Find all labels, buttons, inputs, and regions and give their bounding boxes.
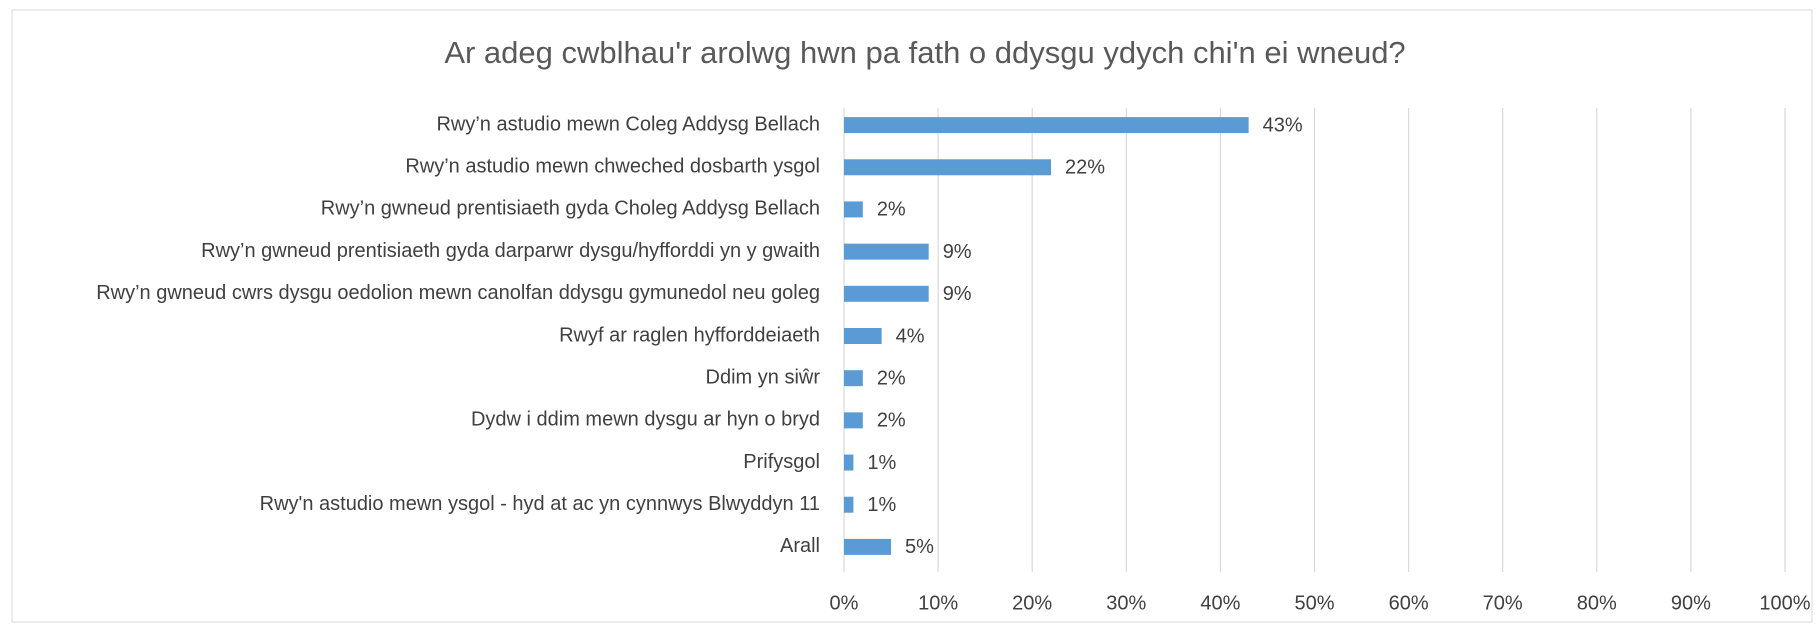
chart-border xyxy=(11,9,1813,623)
bar xyxy=(844,412,863,429)
x-tick-label: 100% xyxy=(1759,592,1810,614)
y-tick-label: Rwy’n gwneud prentisiaeth gyda Choleg Ad… xyxy=(321,198,820,220)
bar xyxy=(844,201,863,218)
y-tick-label: Rwy’n gwneud prentisiaeth gyda darparwr … xyxy=(201,240,820,262)
y-tick-label: Prifysgol xyxy=(743,451,820,473)
data-label: 4% xyxy=(896,325,925,347)
y-tick-label: Rwy’n astudio mewn chweched dosbarth ysg… xyxy=(405,156,820,178)
bar xyxy=(844,328,882,344)
chart-title: Ar adeg cwblhau'r arolwg hwn pa fath o d… xyxy=(444,35,1405,70)
x-tick-label: 40% xyxy=(1200,592,1240,614)
x-tick-label: 0% xyxy=(830,592,859,614)
x-tick-label: 50% xyxy=(1294,592,1334,614)
x-tick-label: 90% xyxy=(1671,592,1711,614)
bar xyxy=(844,454,854,471)
x-tick-label: 10% xyxy=(918,592,958,614)
data-label: 2% xyxy=(877,199,906,221)
y-tick-label: Arall xyxy=(780,535,820,557)
data-label: 9% xyxy=(943,241,972,263)
x-tick-label: 30% xyxy=(1106,592,1146,614)
bar xyxy=(844,538,892,555)
y-tick-label: Dydw i ddim mewn dysgu ar hyn o bryd xyxy=(471,409,820,431)
data-label: 5% xyxy=(905,536,934,558)
bar xyxy=(844,117,1249,134)
y-tick-label: Ddim yn siŵr xyxy=(706,366,821,388)
x-tick-label: 60% xyxy=(1389,592,1429,614)
data-label: 1% xyxy=(867,452,896,474)
data-label: 9% xyxy=(943,283,972,305)
bar xyxy=(844,370,863,387)
y-tick-label: Rwyf ar raglen hyfforddeiaeth xyxy=(559,324,820,346)
x-tick-label: 20% xyxy=(1012,592,1052,614)
data-label: 22% xyxy=(1065,157,1105,179)
x-tick-label: 80% xyxy=(1577,592,1617,614)
bar xyxy=(844,285,929,302)
y-tick-label: Rwy'n astudio mewn ysgol - hyd at ac yn … xyxy=(260,493,820,515)
bar xyxy=(844,496,854,513)
y-tick-label: Rwy’n astudio mewn Coleg Addysg Bellach xyxy=(436,113,820,135)
data-label: 43% xyxy=(1263,114,1303,136)
data-label: 2% xyxy=(877,367,906,389)
bar xyxy=(844,243,929,260)
y-tick-label: Rwy’n gwneud cwrs dysgu oedolion mewn ca… xyxy=(96,282,820,304)
data-label: 1% xyxy=(867,494,896,516)
bar xyxy=(844,159,1052,176)
x-tick-label: 70% xyxy=(1483,592,1523,614)
data-label: 2% xyxy=(877,410,906,432)
